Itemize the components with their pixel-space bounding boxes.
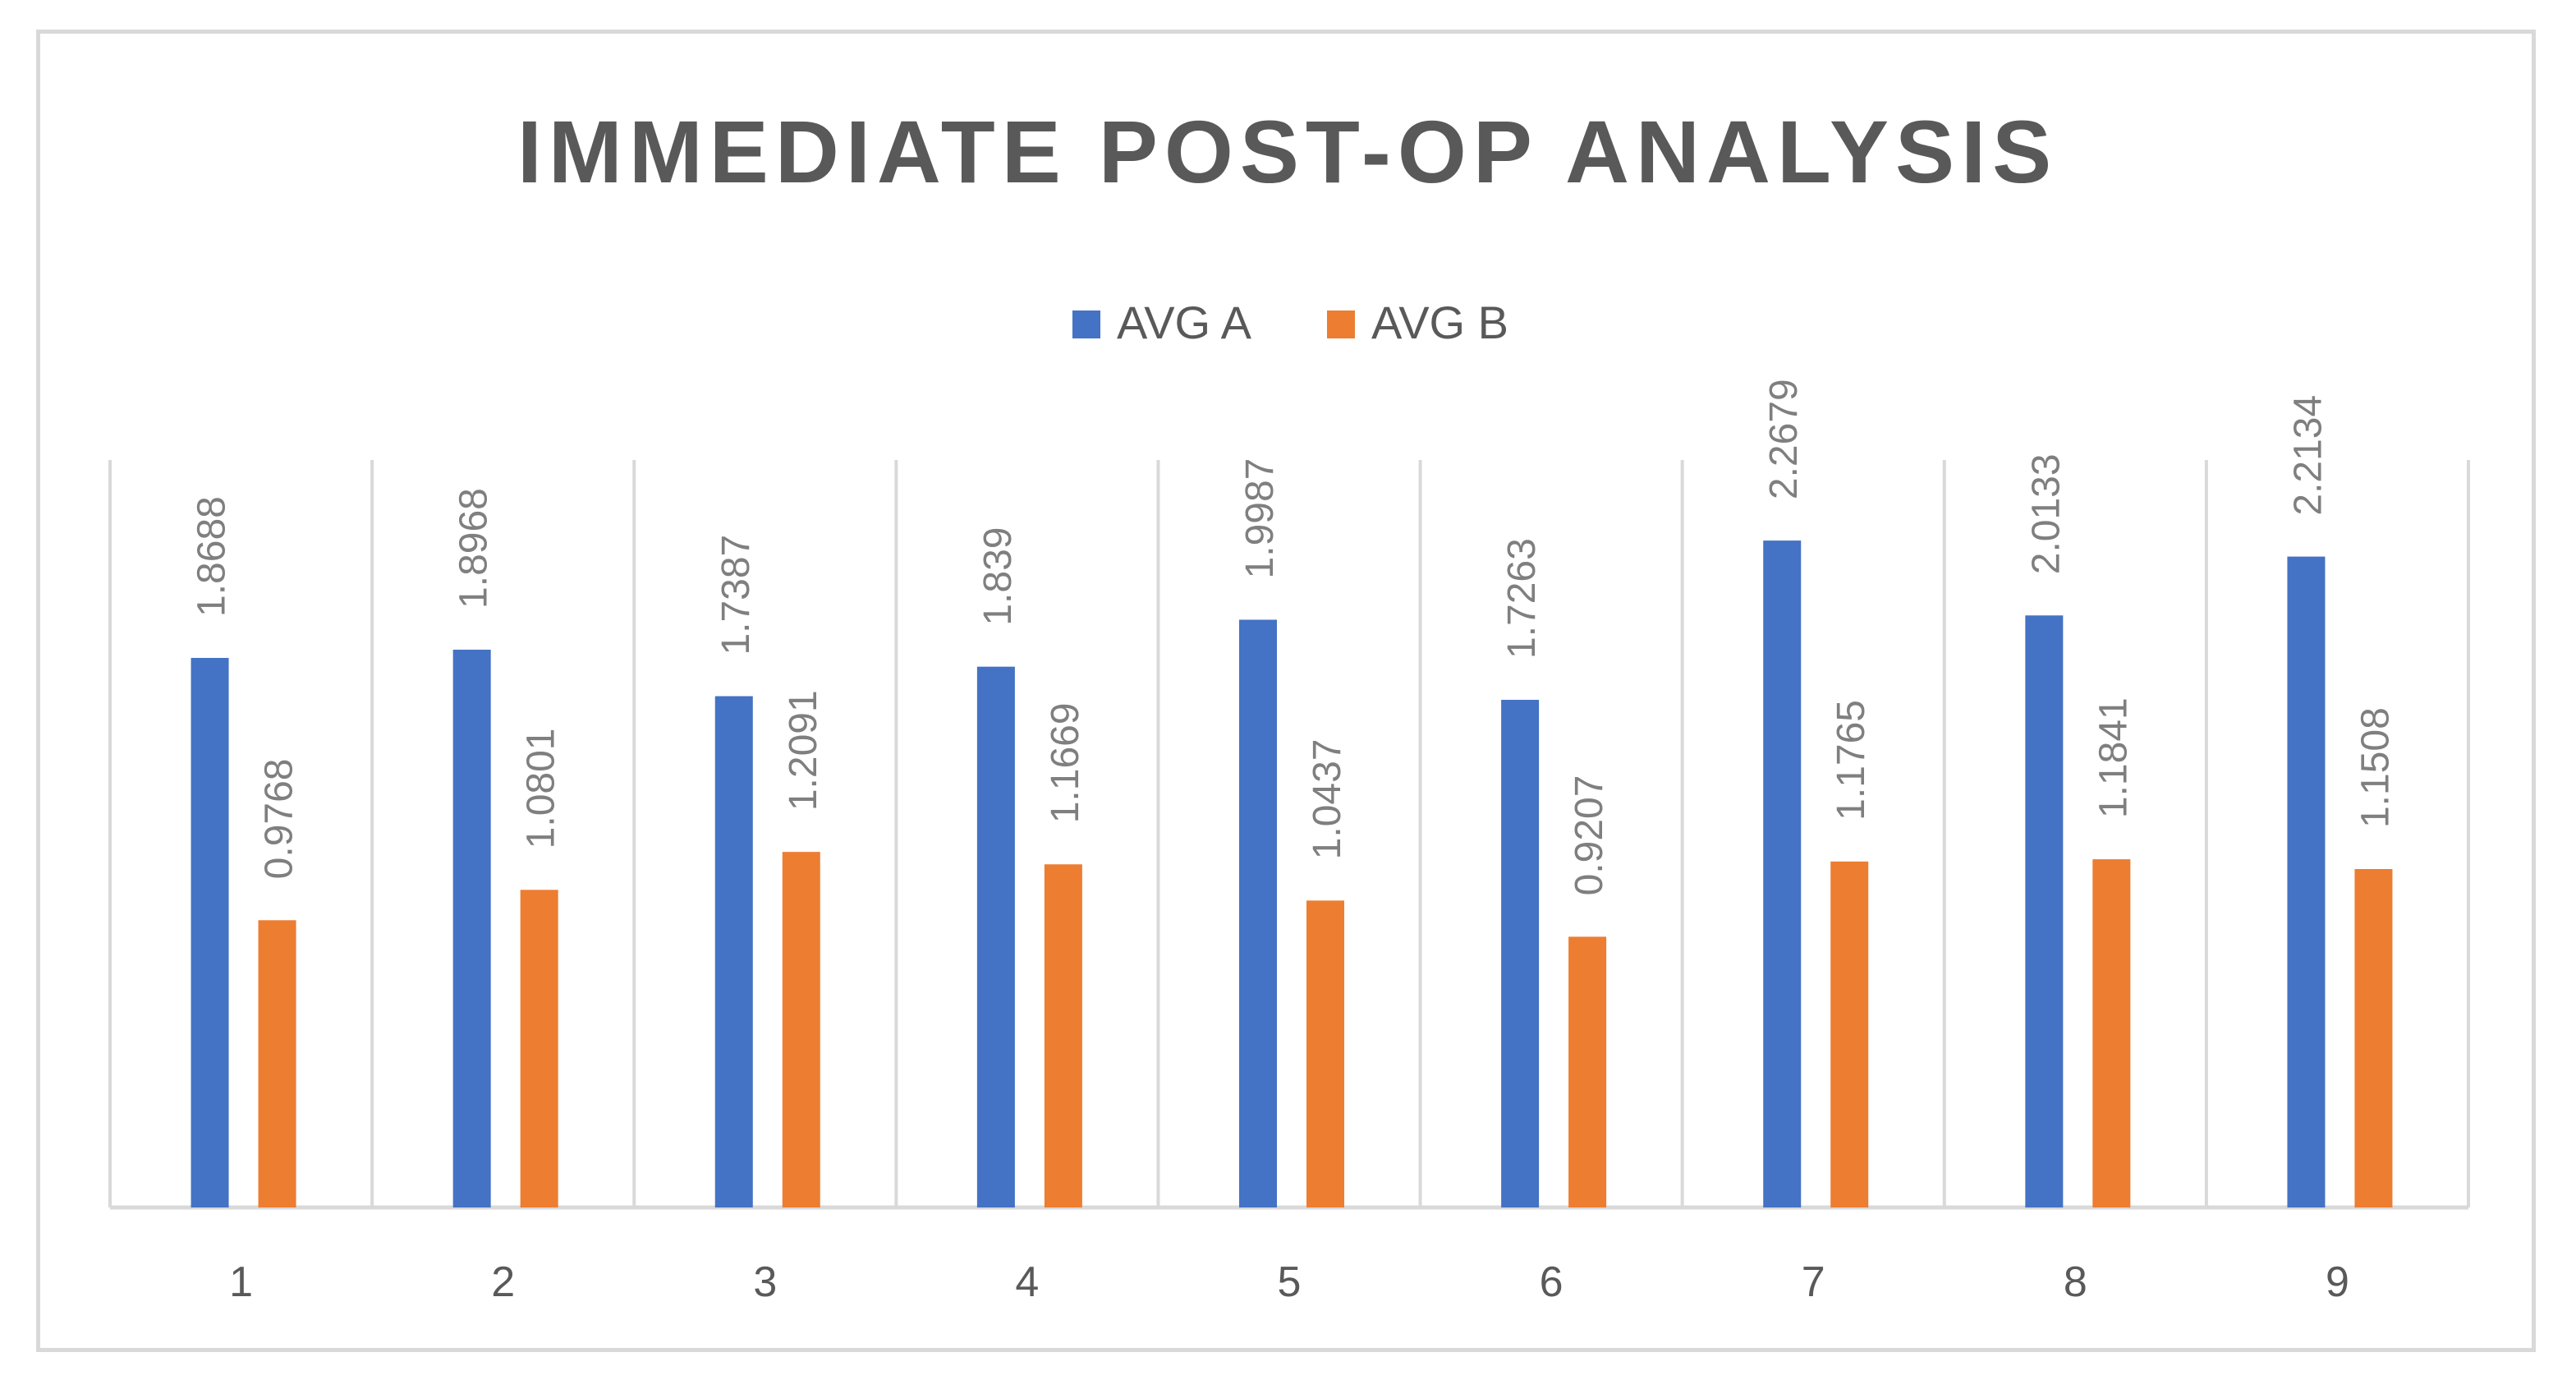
category-gridlines [108,460,2470,1207]
data-label-avg-a-6: 1.7263 [1500,538,1544,659]
x-tick-labels: 1 2 3 4 5 6 7 8 9 [229,1258,2349,1306]
data-label-avg-b-4: 1.1669 [1044,702,1087,823]
bar-avg-a-5 [1239,619,1277,1207]
data-label-avg-b-5: 1.0437 [1306,739,1349,860]
bar-avg-a-4 [976,666,1015,1207]
data-label-avg-b-9: 1.1508 [2353,707,2397,828]
bar-avg-a-6 [1501,699,1540,1207]
x-tick-label-8: 8 [2064,1258,2087,1306]
bar-avg-a-2 [452,649,491,1207]
data-label-avg-b-1: 0.9768 [258,758,301,879]
x-tick-label-5: 5 [1278,1258,1302,1306]
bar-avg-b-6 [1568,936,1607,1207]
bar-avg-a-8 [2025,615,2064,1207]
x-tick-label-7: 7 [1802,1258,1825,1306]
bar-avg-a-9 [2287,556,2326,1207]
bar-avg-a-3 [714,696,753,1207]
x-tick-label-1: 1 [229,1258,253,1306]
data-label-avg-a-1: 1.8688 [191,496,234,617]
data-label-avg-b-3: 1.2091 [782,690,825,811]
data-label-avg-a-8: 2.0133 [2024,453,2068,574]
bar-avg-a-1 [191,657,229,1207]
chart-title: IMMEDIATE POST-OP ANALYSIS [517,102,2058,201]
x-tick-label-6: 6 [1540,1258,1564,1306]
x-tick-label-2: 2 [491,1258,515,1306]
legend-label-avg-b: AVG B [1371,297,1508,348]
data-label-avg-a-3: 1.7387 [714,535,758,655]
data-labels: 1.8688 1.8968 1.7387 1.839 1.9987 1.7263 2.267… [191,379,2398,895]
legend-swatch-avg-a [1072,310,1100,338]
bar-avg-b-9 [2354,869,2393,1207]
bar-avg-b-2 [520,890,558,1207]
data-label-avg-a-7: 2.2679 [1762,379,1806,499]
data-label-avg-b-8: 1.1841 [2092,697,2135,818]
data-label-avg-a-4: 1.839 [976,527,1020,626]
data-label-avg-a-9: 2.2134 [2286,395,2330,516]
data-label-avg-b-7: 1.1765 [1830,700,1873,821]
data-label-avg-a-2: 1.8968 [452,488,496,609]
bar-avg-b-7 [1830,861,1869,1207]
data-label-avg-a-5: 1.9987 [1238,458,1282,579]
bar-avg-a-7 [1763,540,1802,1207]
x-tick-label-3: 3 [753,1258,777,1306]
bars [191,540,2393,1207]
bar-avg-b-5 [1306,900,1344,1207]
bar-avg-b-8 [2092,859,2131,1207]
bar-avg-b-4 [1044,864,1082,1207]
bar-avg-b-1 [258,920,296,1207]
legend-swatch-avg-b [1327,310,1355,338]
data-label-avg-b-2: 1.0801 [520,729,563,849]
x-tick-label-9: 9 [2326,1258,2349,1306]
bar-avg-b-3 [782,852,820,1207]
legend-label-avg-a: AVG A [1117,297,1252,348]
x-tick-label-4: 4 [1015,1258,1039,1306]
data-label-avg-b-6: 0.9207 [1568,775,1611,896]
legend: AVG A AVG B [1072,297,1508,348]
